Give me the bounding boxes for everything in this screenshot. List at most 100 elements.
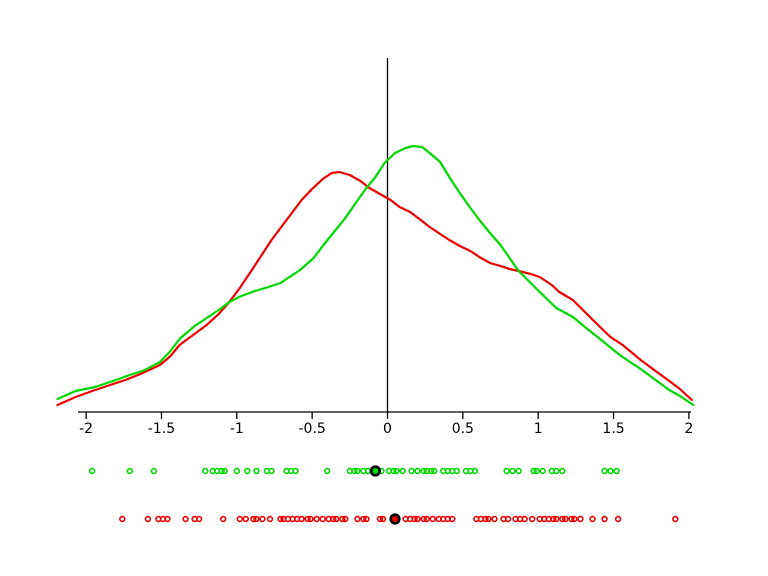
rug-point-red-samples[interactable] <box>429 515 436 523</box>
rug-point-green-samples[interactable] <box>414 467 421 475</box>
rug-point-green-samples[interactable] <box>431 467 438 475</box>
rug-point-red-samples[interactable] <box>253 515 260 523</box>
rug-point-green-samples[interactable] <box>420 467 427 475</box>
green-density-curve <box>56 144 695 407</box>
rug-point-green-samples[interactable] <box>202 467 209 475</box>
rug-point-green-samples[interactable] <box>453 467 460 475</box>
rug-point-green-samples[interactable] <box>408 467 415 475</box>
rug-point-red-samples[interactable] <box>144 515 152 523</box>
rug-point-red-samples[interactable] <box>528 515 536 523</box>
rug-point-green-samples[interactable] <box>553 467 560 475</box>
rug-point-red-samples[interactable] <box>482 515 489 523</box>
rug-point-red-samples[interactable] <box>259 515 266 523</box>
rug-point-red-samples[interactable] <box>550 515 557 523</box>
rug-point-green-samples[interactable] <box>399 467 406 475</box>
rug-point-green-samples[interactable] <box>471 467 479 475</box>
rug-point-red-samples[interactable] <box>333 515 340 523</box>
rug-point-red-samples[interactable] <box>614 515 622 523</box>
rug-point-green-samples[interactable] <box>150 467 158 475</box>
rug-point-red-samples[interactable] <box>242 515 250 523</box>
red-density-curve <box>56 170 693 407</box>
x-axis-tick-label: -1 <box>230 421 244 437</box>
rug-point-red-samples[interactable] <box>672 515 679 523</box>
x-axis-tick-label: -1.5 <box>148 421 175 437</box>
rug-point-green-samples[interactable] <box>364 467 372 475</box>
rug-point-green-samples[interactable] <box>88 467 96 475</box>
rug-point-red-samples[interactable] <box>330 515 337 523</box>
rug-point-green-samples[interactable] <box>268 467 275 475</box>
rug-point-red-samples[interactable] <box>376 515 384 523</box>
rug-point-green-samples[interactable] <box>244 467 251 475</box>
rug-point-red-samples[interactable] <box>449 515 456 523</box>
rug-point-green-samples[interactable] <box>613 467 620 475</box>
rug-point-green-samples[interactable] <box>390 467 397 475</box>
rug-point-red-samples[interactable] <box>360 515 367 523</box>
rug-point-red-samples[interactable] <box>119 515 126 523</box>
rug-point-green-samples[interactable] <box>515 467 522 475</box>
rug-point-red-samples[interactable] <box>521 515 528 523</box>
rug-point-green-samples[interactable] <box>233 467 241 475</box>
rug-point-green-samples[interactable] <box>503 467 510 475</box>
rug-point-red-samples[interactable] <box>601 515 608 523</box>
rug-point-red-samples[interactable] <box>379 515 387 523</box>
rug-point-green-samples[interactable] <box>354 467 361 475</box>
rug-point-green-samples[interactable] <box>539 467 546 475</box>
highlighted-point-ring-green-samples[interactable] <box>369 465 382 477</box>
rug-point-red-samples[interactable] <box>420 515 427 523</box>
highlighted-point-ring-red-samples[interactable] <box>389 513 401 525</box>
rug-point-red-samples[interactable] <box>236 515 244 523</box>
rug-point-red-samples[interactable] <box>577 515 584 523</box>
rug-point-green-samples[interactable] <box>253 467 260 475</box>
rug-point-red-samples[interactable] <box>195 515 203 523</box>
rug-point-red-samples[interactable] <box>304 515 311 523</box>
rug-point-green-samples[interactable] <box>530 467 537 475</box>
rug-point-red-samples[interactable] <box>342 515 349 523</box>
rug-point-red-samples[interactable] <box>313 515 320 523</box>
highlighted-point-core-green-samples[interactable] <box>372 468 379 475</box>
rug-point-red-samples[interactable] <box>164 515 171 523</box>
rug-point-red-samples[interactable] <box>568 515 575 523</box>
rug-point-red-samples[interactable] <box>553 515 560 523</box>
rug-point-green-samples[interactable] <box>393 467 400 475</box>
rug-point-green-samples[interactable] <box>509 467 516 475</box>
rug-point-red-samples[interactable] <box>414 515 421 523</box>
rug-point-red-samples[interactable] <box>562 515 569 523</box>
rug-point-red-samples[interactable] <box>307 515 314 523</box>
rug-point-red-samples[interactable] <box>277 515 284 523</box>
rug-point-green-samples[interactable] <box>533 467 540 475</box>
rug-point-red-samples[interactable] <box>491 515 498 523</box>
rug-point-red-samples[interactable] <box>571 515 578 523</box>
rug-point-red-samples[interactable] <box>411 515 418 523</box>
rug-point-red-samples[interactable] <box>485 515 492 523</box>
rug-point-red-samples[interactable] <box>354 515 361 523</box>
rug-point-green-samples[interactable] <box>292 467 299 475</box>
rug-point-green-samples[interactable] <box>221 467 228 475</box>
x-axis-tick-label: 1.5 <box>602 421 624 437</box>
rug-point-red-samples[interactable] <box>182 515 189 523</box>
x-axis-tick-label: 1 <box>534 421 543 437</box>
rug-point-green-samples[interactable] <box>559 467 566 475</box>
rug-point-red-samples[interactable] <box>504 515 512 523</box>
rug-point-red-samples[interactable] <box>363 515 370 523</box>
rug-point-red-samples[interactable] <box>559 515 566 523</box>
rug-point-red-samples[interactable] <box>298 515 305 523</box>
rug-point-red-samples[interactable] <box>319 515 326 523</box>
rug-point-red-samples[interactable] <box>220 515 227 523</box>
rug-point-red-samples[interactable] <box>250 515 257 523</box>
rug-point-green-samples[interactable] <box>428 467 435 475</box>
rug-point-green-samples[interactable] <box>324 467 331 475</box>
x-axis-tick-label: 0 <box>383 421 392 437</box>
rug-point-green-samples[interactable] <box>601 467 608 475</box>
rug-point-green-samples[interactable] <box>218 467 225 475</box>
highlighted-point-core-red-samples[interactable] <box>392 515 399 522</box>
rug-point-red-samples[interactable] <box>266 515 274 523</box>
rug-point-green-samples[interactable] <box>351 467 358 475</box>
rug-point-red-samples[interactable] <box>589 515 596 523</box>
rug-point-green-samples[interactable] <box>126 467 134 475</box>
x-axis-tick-label: -0.5 <box>298 421 325 437</box>
rug-point-green-samples[interactable] <box>607 467 614 475</box>
rug-point-red-samples[interactable] <box>423 515 430 523</box>
rug-point-red-samples[interactable] <box>339 515 346 523</box>
